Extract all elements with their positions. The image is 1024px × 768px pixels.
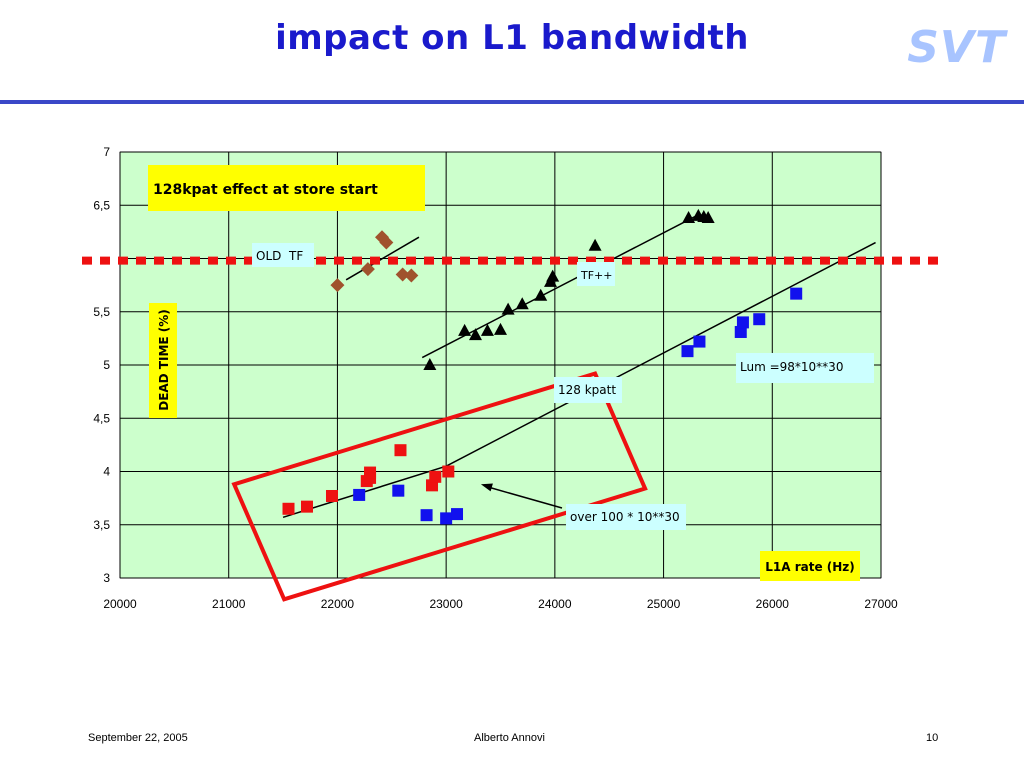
- data-point-square: [392, 484, 405, 497]
- data-point-square: [325, 489, 338, 502]
- y-tick-label: 4,5: [93, 411, 110, 425]
- x-tick-label: 26000: [756, 597, 790, 611]
- over-box: [566, 504, 686, 530]
- kpatt-label: 128 kpatt: [558, 383, 616, 397]
- arrow-head: [480, 483, 493, 492]
- data-point-triangle: [468, 328, 482, 341]
- x-tick-label: 22000: [321, 597, 355, 611]
- data-point-square: [681, 345, 694, 358]
- trend-line: [345, 236, 420, 281]
- tf-plus-label: TF++: [580, 269, 612, 282]
- data-point-square: [442, 465, 455, 478]
- ylabel-box: [149, 303, 177, 418]
- data-point-triangle: [423, 358, 437, 370]
- data-point-diamond: [404, 268, 419, 283]
- data-point-square: [440, 512, 453, 525]
- annotation-arrow: [480, 483, 563, 509]
- x-tick-label: 24000: [538, 597, 572, 611]
- data-point-square: [451, 508, 464, 521]
- old-tf-label: OLD TF: [256, 249, 303, 263]
- over-label: over 100 * 10**30: [570, 510, 680, 524]
- y-tick-label: 3: [103, 571, 110, 585]
- footer-author: Alberto Annovi: [474, 732, 545, 744]
- data-point-square: [282, 502, 295, 515]
- highlight-box: [231, 371, 648, 602]
- arrow-shaft: [488, 486, 563, 509]
- headline-label: 128kpat effect at store start: [153, 182, 378, 198]
- data-point-square: [693, 335, 706, 348]
- x-tick-label: 20000: [103, 597, 137, 611]
- data-point-square: [753, 313, 766, 326]
- lum-box: [736, 353, 874, 383]
- data-point-triangle: [494, 322, 507, 335]
- footer-page-number: 10: [926, 732, 939, 744]
- kpatt-box: [554, 377, 622, 403]
- x-tick-label: 25000: [647, 597, 681, 611]
- x-tick-label: 21000: [212, 597, 246, 611]
- data-point-diamond: [360, 262, 375, 277]
- title-divider: [0, 100, 1024, 104]
- data-point-triangle: [458, 323, 472, 336]
- data-point-square: [790, 287, 803, 300]
- y-tick-label: 4: [103, 465, 110, 479]
- data-point-diamond: [395, 267, 410, 282]
- y-axis-label: DEAD TIME (%): [157, 309, 171, 411]
- data-point-square: [300, 500, 313, 513]
- data-point-square: [429, 470, 442, 483]
- data-point-triangle: [480, 323, 494, 336]
- x-tick-label: 23000: [429, 597, 463, 611]
- data-point-triangle: [682, 211, 696, 224]
- data-points: [282, 208, 803, 525]
- y-tick-label: 6,5: [93, 198, 110, 212]
- y-tick-label: 3,5: [93, 518, 110, 532]
- data-point-diamond: [330, 278, 345, 293]
- xlabel-box: [760, 551, 860, 581]
- svt-logo: SVT: [907, 22, 1006, 73]
- data-point-square: [736, 316, 749, 329]
- y-tick-label: 5: [103, 358, 110, 372]
- data-point-square: [734, 325, 747, 338]
- headline-box: [148, 165, 425, 211]
- data-point-square: [353, 488, 366, 501]
- x-axis-label: L1A rate (Hz): [765, 560, 855, 574]
- data-point-triangle: [701, 211, 715, 224]
- grid-lines: [119, 151, 882, 579]
- data-point-square: [364, 466, 377, 479]
- lum-label: Lum =98*10**30: [740, 360, 843, 374]
- data-point-triangle: [588, 238, 602, 251]
- axis-ticks: 20000 21000 22000 23000 24000 25000 26000 27000…: [93, 145, 898, 611]
- data-point-square: [420, 509, 433, 522]
- data-point-diamond: [379, 235, 394, 250]
- data-point-triangle: [546, 269, 560, 282]
- slide-title: impact on L1 bandwidth: [275, 18, 749, 58]
- data-point-square: [394, 444, 407, 457]
- data-point-triangle: [515, 297, 529, 310]
- footer-date: September 22, 2005: [88, 732, 188, 744]
- y-tick-label: 5,5: [93, 305, 110, 319]
- data-point-triangle: [501, 302, 515, 315]
- y-tick-label: 7: [103, 145, 110, 159]
- data-point-triangle: [534, 288, 548, 301]
- old-tf-box: [252, 243, 314, 267]
- x-tick-label: 27000: [864, 597, 898, 611]
- tf-plus-box: [577, 262, 615, 286]
